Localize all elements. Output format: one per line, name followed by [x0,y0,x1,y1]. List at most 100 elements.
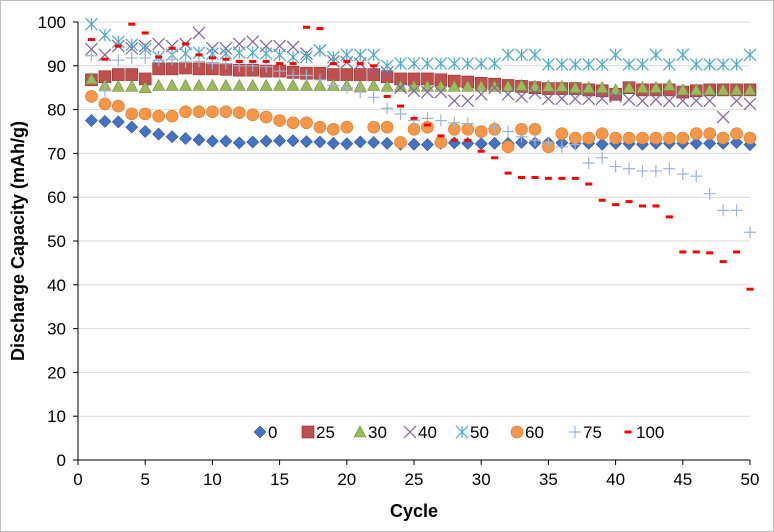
point-s100-c25 [410,116,418,120]
point-s30-c39 [595,81,609,93]
point-s100-c20 [343,59,351,63]
x-tick-label-10: 10 [203,470,222,489]
point-s100-c12 [235,59,243,63]
point-s50-c15 [273,48,287,62]
point-s40-c43 [649,93,663,106]
point-s30-c36 [555,79,569,92]
point-s100-c13 [249,59,257,63]
point-s60-c22 [367,120,380,134]
point-s50-c13 [246,46,260,60]
point-s0-c5 [138,125,152,138]
point-s100-c28 [450,138,458,142]
point-s100-c18 [316,27,324,31]
point-s60-c16 [286,116,300,130]
point-s50-c29 [461,57,475,71]
point-s100-c23 [383,94,391,98]
point-s75-c23 [381,102,394,115]
point-s100-c11 [222,57,230,61]
point-s75-c31 [488,121,501,134]
point-s30-c16 [286,78,300,91]
point-s50-c26 [421,57,434,71]
point-s0-c10 [205,134,219,148]
point-s75-c27 [434,114,447,127]
point-s60-c32 [501,140,515,154]
point-s60-c43 [649,131,663,145]
data-marks [84,17,757,291]
point-s75-c33 [515,130,528,143]
point-s50-c20 [340,48,354,62]
point-s75-c5 [139,51,152,64]
point-s40-c27 [434,85,448,99]
point-s100-c46 [692,250,700,254]
point-s0-c16 [286,134,300,148]
point-s100-c43 [652,204,660,208]
point-s60-c13 [246,108,260,122]
point-s50-c16 [286,50,300,64]
point-s60-c41 [622,131,636,145]
point-s100-c4 [128,22,136,26]
point-s25-c3 [112,68,125,81]
point-s50-c46 [689,58,703,71]
point-s60-c30 [474,125,488,138]
point-s60-c7 [165,109,179,123]
point-s30-c29 [461,79,475,92]
point-s50-c23 [380,59,394,73]
point-s50-c1 [85,17,98,31]
point-s0-c18 [313,135,327,149]
point-s60-c2 [98,97,112,111]
point-s40-c32 [501,87,515,101]
legend-label-100: 100 [636,423,664,442]
point-s40-c46 [689,94,703,108]
point-s100-c38 [585,182,593,186]
point-s40-c47 [703,94,717,108]
point-s40-c39 [595,92,609,106]
point-s60-c5 [138,107,152,121]
legend: 0 25 30 40 50 60 75 100 [253,423,664,442]
point-s30-c34 [528,79,542,92]
point-s100-c44 [665,215,673,219]
point-s25-c21 [353,68,367,81]
x-tick-label-35: 35 [539,470,558,489]
series-60 [85,90,757,154]
point-s75-c1 [85,49,98,62]
point-s75-c44 [663,162,676,175]
point-s100-c34 [531,175,539,179]
legend-item-40: 40 [403,423,437,442]
point-s0-c25 [407,137,421,151]
point-s75-c35 [542,136,555,149]
point-s100-c31 [491,156,499,160]
point-s60-c27 [434,136,448,149]
point-s60-c50 [743,131,757,145]
point-s40-c44 [662,94,676,108]
point-s50-c12 [232,46,246,60]
point-s60-c3 [112,99,125,113]
point-s50-c40 [609,48,623,62]
point-s50-c37 [568,58,582,71]
point-s40-c28 [447,94,461,108]
point-s100-c24 [397,104,405,108]
point-s0-c8 [179,132,192,145]
point-s0-c12 [232,136,246,150]
y-tick-label-20: 20 [47,363,66,382]
point-s75-c18 [313,73,326,86]
point-s40-c25 [407,84,421,98]
point-s50-c34 [528,48,542,62]
point-s100-c47 [706,251,714,255]
point-s50-c41 [622,58,636,71]
point-s30-c46 [689,83,703,96]
point-s30-c43 [649,81,663,93]
point-s25-c19 [327,68,340,81]
point-s50-c32 [501,48,515,62]
point-s100-c10 [208,56,216,60]
point-s50-c42 [636,58,649,71]
point-s60-c17 [300,116,313,130]
point-s50-c49 [730,58,743,71]
point-s30-c4 [125,79,139,92]
point-s60-c34 [528,123,542,136]
point-s100-c48 [719,260,727,264]
point-s75-c26 [421,112,434,125]
point-s75-c24 [394,107,407,120]
point-s100-c15 [276,62,284,66]
series-50 [85,17,757,73]
y-tick-label-10: 10 [47,407,66,426]
